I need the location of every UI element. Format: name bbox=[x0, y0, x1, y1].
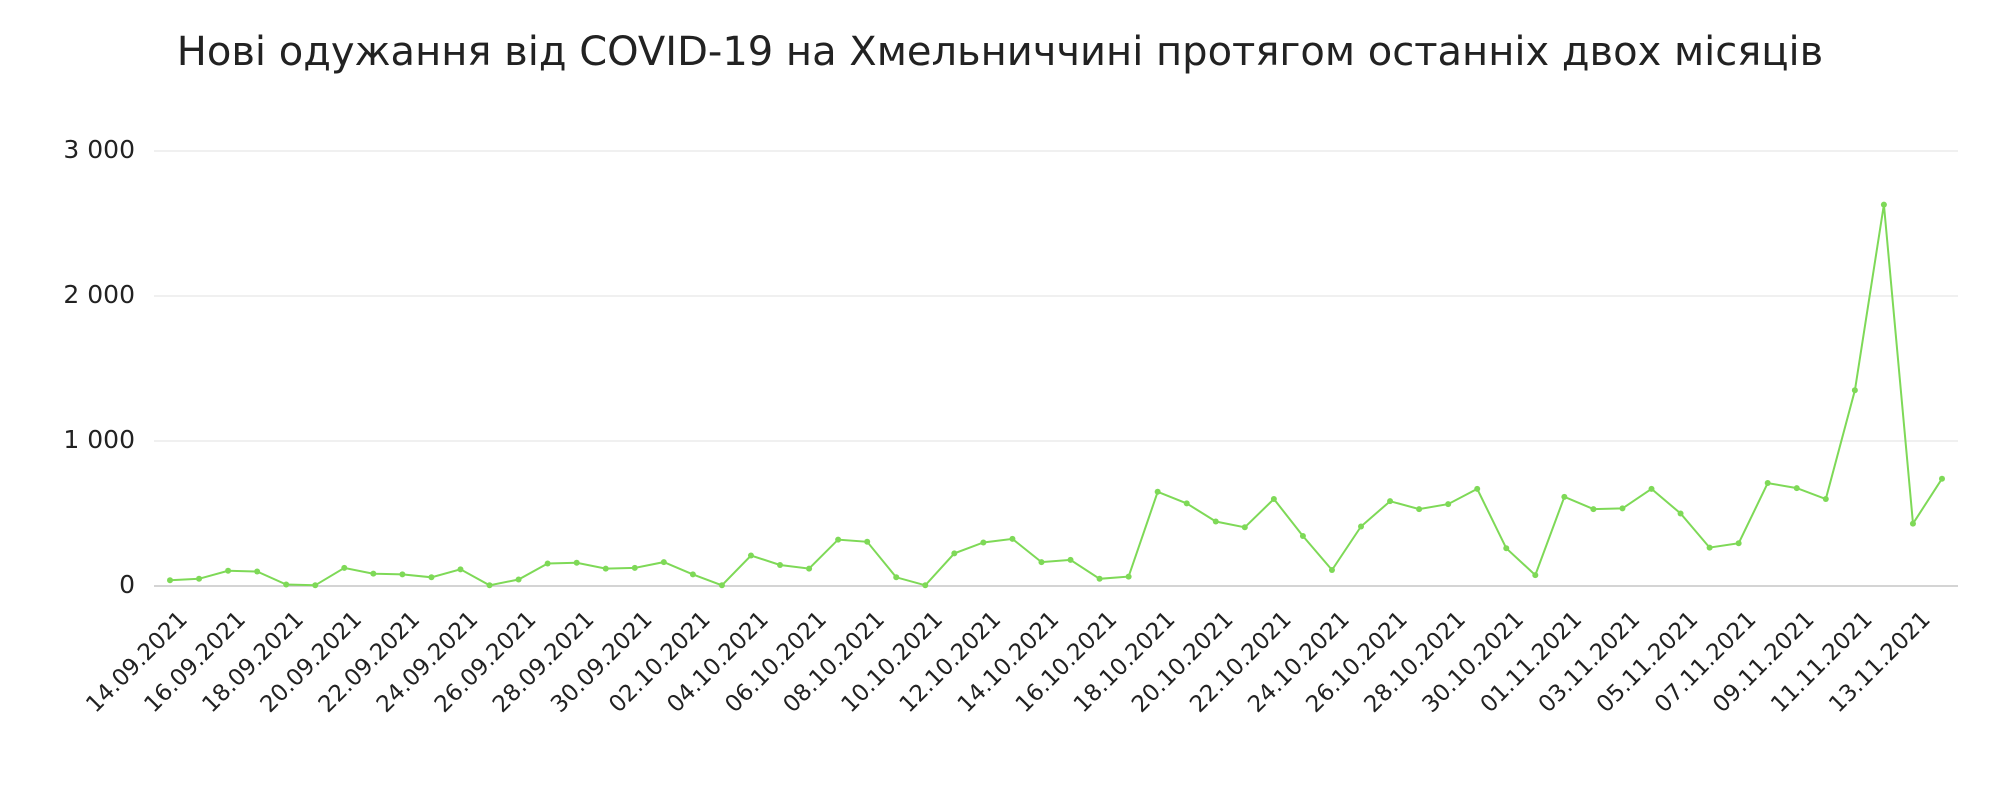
data-point bbox=[573, 559, 580, 566]
data-point bbox=[1270, 496, 1277, 502]
data-point bbox=[1851, 387, 1858, 394]
data-point bbox=[515, 576, 522, 583]
data-point bbox=[1445, 501, 1452, 508]
data-point bbox=[1706, 544, 1713, 551]
data-point bbox=[689, 571, 696, 578]
data-point bbox=[602, 565, 609, 572]
data-point bbox=[1793, 485, 1800, 492]
data-point bbox=[1212, 518, 1219, 525]
data-line bbox=[169, 204, 1943, 587]
data-point bbox=[806, 565, 813, 572]
data-point bbox=[1880, 201, 1887, 208]
data-point bbox=[951, 550, 958, 557]
data-point bbox=[486, 582, 493, 589]
chart-title: Нові одужання від COVID-19 на Хмельниччи… bbox=[177, 29, 1823, 75]
data-point bbox=[835, 536, 842, 543]
data-point bbox=[1387, 498, 1394, 505]
data-point bbox=[399, 571, 406, 578]
data-point bbox=[283, 581, 290, 588]
data-point bbox=[196, 575, 203, 582]
data-point bbox=[370, 570, 377, 577]
data-point bbox=[1358, 523, 1365, 530]
data-point bbox=[777, 561, 784, 568]
data-point bbox=[225, 567, 232, 574]
data-point bbox=[1619, 505, 1626, 512]
data-point bbox=[1735, 540, 1742, 547]
data-point bbox=[1241, 524, 1248, 531]
data-point bbox=[1009, 535, 1016, 542]
data-point bbox=[1154, 488, 1161, 495]
data-point bbox=[1474, 485, 1481, 492]
data-point bbox=[922, 582, 929, 589]
data-point bbox=[312, 582, 319, 589]
data-point bbox=[1677, 510, 1684, 517]
data-point bbox=[747, 552, 754, 559]
data-point bbox=[544, 560, 551, 567]
data-point bbox=[1416, 506, 1423, 513]
data-point bbox=[1183, 500, 1190, 507]
data-point bbox=[1125, 573, 1132, 580]
data-point bbox=[660, 559, 667, 566]
data-point bbox=[631, 564, 638, 571]
data-point bbox=[1590, 506, 1597, 513]
data-point bbox=[254, 568, 261, 575]
data-point bbox=[1561, 493, 1568, 500]
data-point bbox=[1822, 496, 1829, 502]
data-point bbox=[1067, 556, 1074, 563]
data-point bbox=[980, 539, 987, 546]
y-tick-label: 2 000 bbox=[63, 280, 135, 309]
data-point bbox=[341, 564, 348, 571]
data-point bbox=[718, 582, 725, 589]
x-tick-label: 13.11.2021 bbox=[1824, 606, 1936, 718]
data-point bbox=[457, 566, 464, 573]
data-point bbox=[428, 574, 435, 581]
data-point bbox=[167, 577, 173, 584]
data-point bbox=[893, 574, 900, 581]
y-tick-label: 1 000 bbox=[63, 425, 135, 454]
data-point bbox=[1764, 480, 1771, 487]
data-point bbox=[1532, 572, 1539, 579]
data-point bbox=[864, 538, 871, 545]
data-point bbox=[1939, 475, 1945, 482]
data-point bbox=[1096, 575, 1103, 582]
data-point bbox=[1299, 532, 1306, 539]
data-point bbox=[1503, 545, 1510, 552]
data-point bbox=[1648, 485, 1655, 492]
data-point bbox=[1328, 567, 1335, 574]
y-tick-label: 0 bbox=[119, 570, 135, 599]
data-point bbox=[1038, 559, 1045, 566]
y-tick-label: 3 000 bbox=[63, 135, 135, 164]
data-point bbox=[1909, 520, 1916, 527]
